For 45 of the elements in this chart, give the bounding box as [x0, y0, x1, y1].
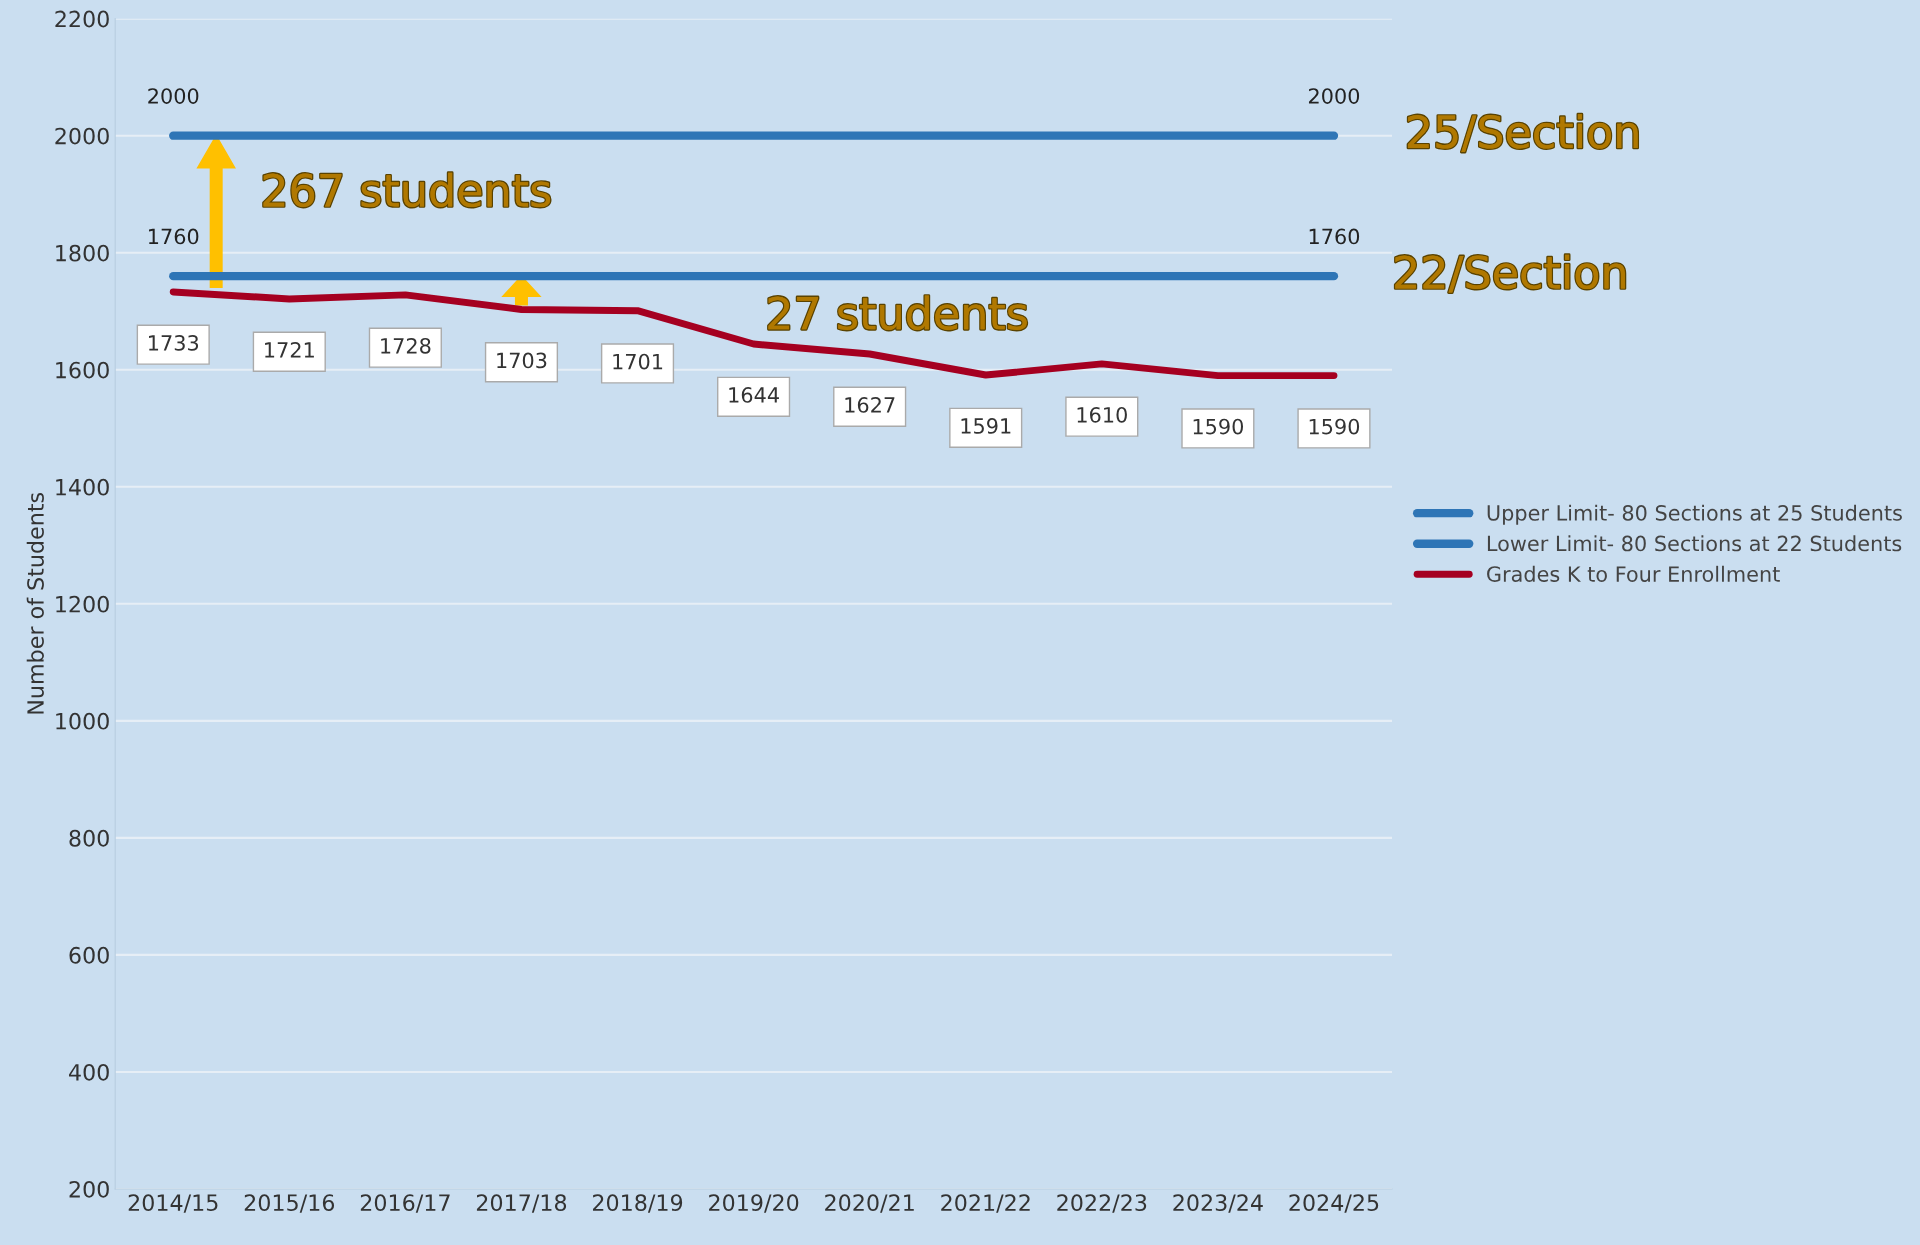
x-tick-label: 2015/16	[244, 1194, 335, 1213]
data-label: 1733	[149, 335, 199, 351]
data-label: 1590	[1309, 418, 1360, 435]
legend-label: Lower Limit- 80 Sections at 22 Students	[1487, 535, 1902, 552]
x-tick-label: 2019/20	[709, 1194, 799, 1213]
x-tick-label: 2016/17	[360, 1194, 450, 1213]
y-tick-label: 2200	[55, 10, 109, 28]
y-tick-label: 2000	[55, 127, 109, 145]
data-label: 1701	[613, 353, 663, 370]
data-label: 1610	[1077, 406, 1127, 423]
data-label: 1721	[265, 342, 314, 358]
data-label: 1644	[729, 387, 779, 403]
legend-label: Upper Limit- 80 Sections at 25 Students	[1487, 504, 1902, 525]
x-tick-label: 2018/19	[593, 1194, 683, 1213]
y-axis-title: Number of Students	[26, 492, 44, 714]
data-label: 2000	[1308, 88, 1360, 104]
data-label: 1760	[149, 228, 199, 245]
y-tick-label: 1800	[56, 244, 109, 262]
text: 25/Section	[1408, 114, 1638, 153]
data-label: 1591	[961, 418, 1011, 434]
x-tick-label: 2022/23	[1057, 1194, 1147, 1213]
x-tick-label: 2023/24	[1173, 1194, 1263, 1213]
data-label: 2000	[148, 88, 199, 104]
x-tick-label: 2024/25	[1289, 1194, 1379, 1213]
x-tick-label: 2014/15	[128, 1194, 218, 1213]
y-tick-label: 600	[69, 946, 109, 964]
y-tick-label: 1600	[56, 361, 109, 379]
data-label: 1728	[381, 337, 431, 354]
y-tick-label: 1000	[56, 712, 109, 730]
y-tick-label: 1200	[56, 595, 109, 613]
y-tick-label: 800	[69, 829, 109, 847]
y-tick-label: 200	[69, 1180, 109, 1198]
x-tick-label: 2020/21	[825, 1194, 914, 1213]
annotation: 27 students	[768, 295, 1027, 330]
legend-label: Grades K to Four Enrollment	[1487, 565, 1780, 582]
x-tick-label: 2021/22	[941, 1194, 1030, 1213]
y-tick-label: 400	[69, 1063, 109, 1081]
data-label: 1627	[845, 397, 895, 413]
data-label: 1703	[497, 352, 547, 369]
annotation: 267 students	[263, 172, 551, 208]
data-label: 1760	[1309, 228, 1360, 245]
data-label: 1590	[1193, 418, 1244, 435]
x-tick-label: 2017/18	[476, 1194, 567, 1213]
text: 22/Section	[1395, 254, 1625, 293]
y-tick-label: 1400	[56, 478, 109, 496]
